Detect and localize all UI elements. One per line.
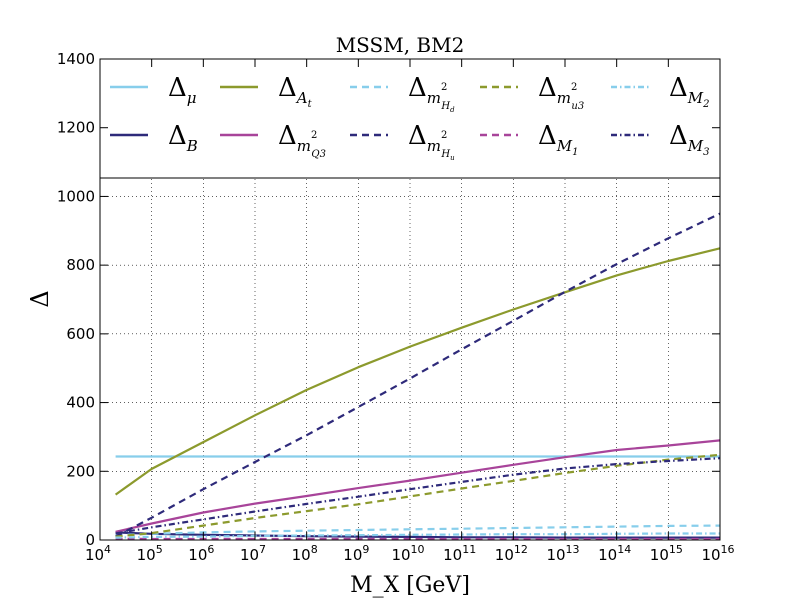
legend-subsubscript: d [450,106,455,114]
y-tick-label: 1000 [57,187,95,205]
x-tick-exponent: 4 [104,543,111,556]
legend-subsubscript: 1 [572,147,578,158]
legend-subscript: μ [187,89,197,107]
legend-subscript: M [687,89,704,107]
legend-delta: Δ [278,121,297,151]
x-tick-exponent: 5 [156,543,163,556]
series-line [114,247,721,496]
legend-entry: Δm2 u3 [538,73,584,112]
series-line [115,457,721,535]
legend-entry: Δm2 Hd [408,73,455,114]
legend-entry: ΔM2 [669,73,710,110]
y-tick-label: 600 [66,325,95,343]
legend-superscript: 2 [571,82,577,93]
legend-subscript: M [687,137,704,155]
y-axis-label: Δ [26,290,54,307]
y-tick-label: 1200 [57,119,95,137]
legend-subscript: M [556,137,573,155]
y-tick-label: 1400 [57,50,95,68]
x-tick-exponent: 12 [514,543,528,556]
x-tick-exponent: 10 [411,543,425,556]
legend-superscript: 2 [441,130,447,141]
x-tick-exponent: 16 [721,543,735,556]
legend-subsubscript: u3 [571,101,584,112]
ticks [99,58,721,541]
legend-subsubscript: H [440,149,450,160]
x-tick-exponent: 8 [311,543,318,556]
x-axis-label: M_X [GeV] [350,573,470,598]
legend-subscript: m [427,89,441,107]
y-tick-label: 400 [66,394,95,412]
legend-subsubscript: t [308,99,313,110]
legend-delta: Δ [669,121,688,151]
legend-entry: ΔM3 [669,121,710,158]
y-tick-labels: 0 200 400 600 800 1000 1200 1400 [57,50,95,549]
legend-entry: Δμ [168,73,197,107]
legend-delta: Δ [168,121,187,151]
x-tick-exponent: 13 [566,543,580,556]
legend-delta: Δ [408,121,427,151]
legend-subscript: B [186,137,198,155]
legend-subsubscript: 3 [703,147,709,158]
legend-entry: ΔB [168,121,198,155]
series-line [115,453,721,538]
x-tick-exponent: 6 [207,543,214,556]
legend-subscript: m [557,89,571,107]
legend-entry: Δm2 Q3 [278,121,326,160]
legend-subsubscript: H [440,101,450,112]
series-line [115,212,721,538]
legend-delta: Δ [408,73,427,103]
x-tick-exponent: 7 [259,543,266,556]
legend-superscript: 2 [311,130,317,141]
legend-delta: Δ [168,73,187,103]
legend-superscript: 2 [441,82,447,93]
series-line [115,439,721,533]
legend-subscript: A [295,89,308,107]
x-tick-exponent: 11 [462,543,476,556]
x-tick-exponent: 9 [362,543,369,556]
legend-subsubscript: u [450,154,455,162]
legend-delta: Δ [538,121,557,151]
legend-delta: Δ [538,73,557,103]
legend-entry: ΔM1 [538,121,579,158]
legend-subsubscript: 2 [702,99,709,110]
legend-subscript: m [297,137,311,155]
legend-delta: Δ [278,73,297,103]
legend-entry: Δm2 Hu [408,121,455,162]
y-tick-label: 800 [66,256,95,274]
legend-entry: ΔAt [278,73,313,110]
x-tick-exponent: 15 [669,543,683,556]
legend-delta: Δ [669,73,688,103]
x-tick-exponent: 14 [617,543,631,556]
legend-box [99,58,721,179]
chart-title: MSSM, BM2 [336,33,465,57]
y-tick-label: 0 [85,531,95,549]
y-tick-label: 200 [66,462,95,480]
legend-subsubscript: Q3 [311,149,326,160]
legend-subscript: m [427,137,441,155]
